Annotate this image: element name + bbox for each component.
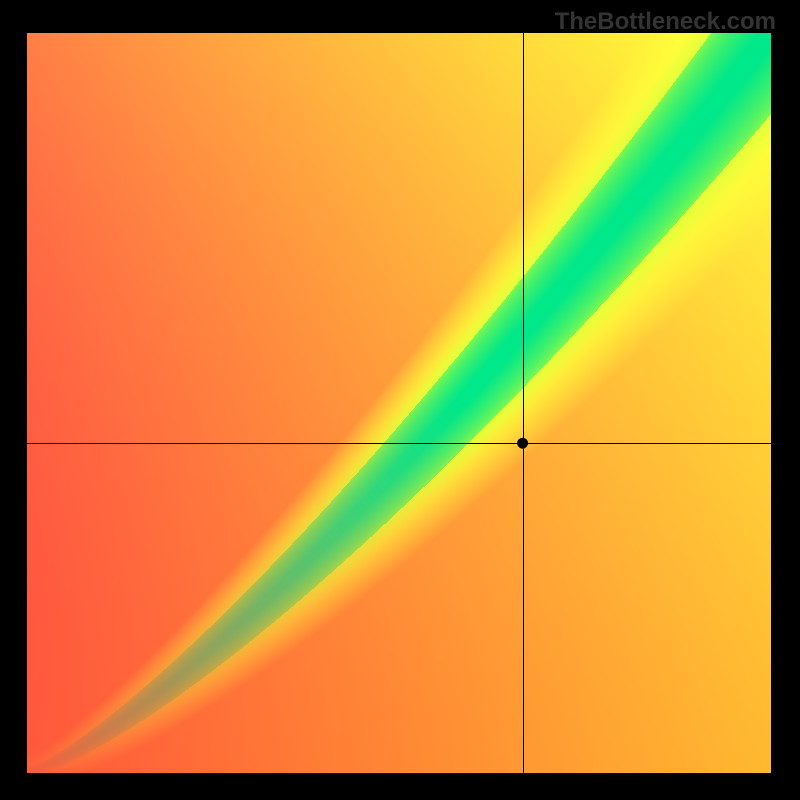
heatmap-canvas bbox=[27, 33, 771, 773]
heatmap-plot bbox=[27, 33, 771, 773]
watermark-text: TheBottleneck.com bbox=[555, 8, 776, 36]
chart-container: TheBottleneck.com bbox=[0, 0, 800, 800]
